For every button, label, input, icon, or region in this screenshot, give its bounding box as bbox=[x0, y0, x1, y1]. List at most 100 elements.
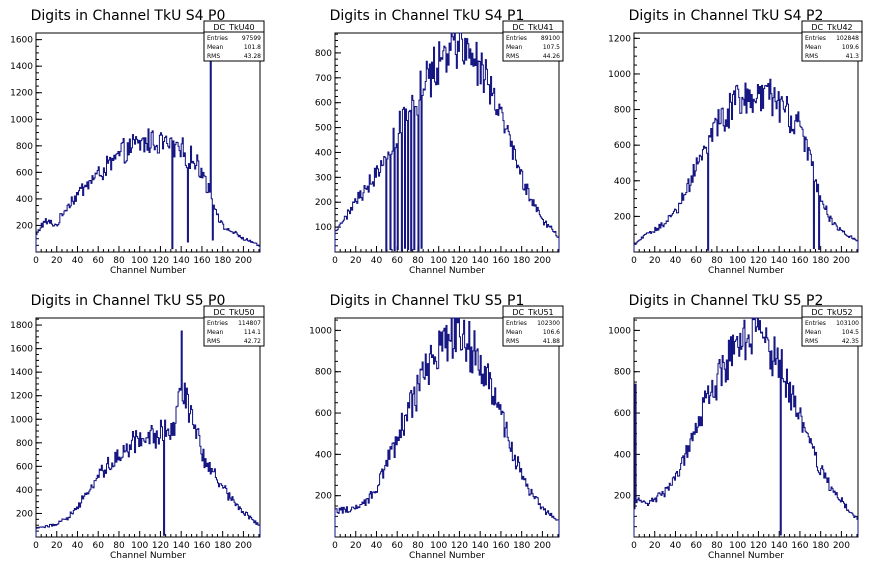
plot-frame bbox=[334, 317, 560, 538]
y-tick-label: 200 bbox=[315, 198, 332, 208]
y-tick-label: 600 bbox=[315, 99, 332, 109]
x-tick-label: 40 bbox=[371, 541, 383, 551]
chart-panel-1: Digits in Channel TkU S4 P1 0 20 40 60 80 100 1… bbox=[315, 8, 564, 276]
x-axis-label: Channel Number bbox=[409, 266, 485, 276]
y-tick-label: 200 bbox=[16, 221, 33, 231]
x-tick-label: 0 bbox=[33, 256, 39, 266]
plot-frame bbox=[35, 317, 261, 538]
x-tick-label: 20 bbox=[51, 541, 63, 551]
stats-label: Entries bbox=[207, 35, 228, 42]
x-tick-label: 40 bbox=[371, 256, 383, 266]
x-tick-label: 140 bbox=[173, 541, 190, 551]
stats-value: 104.5 bbox=[842, 329, 859, 336]
stats-value: 103100 bbox=[836, 320, 859, 327]
chart-title: Digits in Channel TkU S4 P2 bbox=[629, 8, 824, 24]
stats-label: Entries bbox=[506, 320, 527, 327]
y-tick-label: 1000 bbox=[608, 326, 631, 336]
x-tick-label: 40 bbox=[72, 256, 84, 266]
y-tick-label: 1600 bbox=[10, 36, 33, 46]
x-tick-label: 20 bbox=[51, 256, 63, 266]
x-tick-label: 40 bbox=[72, 541, 84, 551]
x-axis-label: Channel Number bbox=[708, 551, 784, 561]
x-tick-label: 200 bbox=[534, 541, 551, 551]
stats-value: 97599 bbox=[242, 35, 261, 42]
stats-name: DC_TkU42 bbox=[811, 23, 852, 32]
x-tick-label: 100 bbox=[729, 256, 746, 266]
stats-value: 106.6 bbox=[543, 329, 560, 336]
x-tick-label: 20 bbox=[350, 541, 362, 551]
x-tick-label: 140 bbox=[173, 256, 190, 266]
x-tick-label: 80 bbox=[113, 256, 125, 266]
x-tick-label: 40 bbox=[670, 541, 682, 551]
x-tick-label: 140 bbox=[472, 541, 489, 551]
x-tick-label: 200 bbox=[833, 256, 850, 266]
x-tick-label: 120 bbox=[451, 541, 468, 551]
stats-label: Mean bbox=[506, 329, 523, 336]
chart-title: Digits in Channel TkU S4 P0 bbox=[31, 8, 226, 24]
stats-value: 44.26 bbox=[543, 53, 560, 60]
stats-label: RMS bbox=[805, 338, 818, 345]
x-tick-label: 0 bbox=[631, 256, 637, 266]
y-tick-label: 400 bbox=[614, 177, 631, 187]
plot-frame bbox=[633, 317, 859, 538]
chart-title: Digits in Channel TkU S4 P1 bbox=[330, 8, 525, 24]
y-tick-label: 1800 bbox=[10, 321, 33, 331]
y-tick-label: 1200 bbox=[10, 89, 33, 99]
y-tick-label: 600 bbox=[614, 141, 631, 151]
y-tick-label: 400 bbox=[16, 486, 33, 496]
x-tick-label: 140 bbox=[771, 256, 788, 266]
y-tick-label: 700 bbox=[315, 74, 332, 84]
stats-value: 42.35 bbox=[842, 338, 859, 345]
stats-label: RMS bbox=[207, 53, 220, 60]
y-tick-label: 300 bbox=[315, 173, 332, 183]
stats-value: 101.8 bbox=[244, 44, 261, 51]
y-tick-label: 400 bbox=[315, 148, 332, 158]
y-tick-label: 1200 bbox=[608, 34, 631, 44]
histogram-line bbox=[35, 45, 261, 252]
x-tick-label: 160 bbox=[492, 256, 509, 266]
y-tick-label: 400 bbox=[16, 195, 33, 205]
stats-box bbox=[203, 20, 265, 62]
x-tick-label: 140 bbox=[472, 256, 489, 266]
x-tick-label: 100 bbox=[430, 541, 447, 551]
stats-label: Entries bbox=[207, 320, 228, 327]
x-tick-label: 160 bbox=[791, 256, 808, 266]
histogram-line bbox=[35, 330, 261, 537]
x-axis-label: Channel Number bbox=[110, 551, 186, 561]
x-axis-label: Channel Number bbox=[409, 551, 485, 561]
y-tick-label: 800 bbox=[16, 439, 33, 449]
chart-panel-5: Digits in Channel TkU S5 P2 0 20 40 60 80 100 1… bbox=[608, 293, 863, 561]
x-tick-label: 100 bbox=[729, 541, 746, 551]
y-tick-label: 1400 bbox=[10, 62, 33, 72]
x-tick-label: 180 bbox=[513, 256, 530, 266]
stats-label: Mean bbox=[805, 44, 822, 51]
y-tick-label: 600 bbox=[16, 462, 33, 472]
y-tick-label: 200 bbox=[614, 212, 631, 222]
x-tick-label: 140 bbox=[771, 541, 788, 551]
x-tick-label: 80 bbox=[113, 541, 125, 551]
chart-title: Digits in Channel TkU S5 P2 bbox=[629, 293, 824, 309]
y-tick-label: 1000 bbox=[608, 70, 631, 80]
chart-panel-4: Digits in Channel TkU S5 P1 0 20 40 60 80 100 1… bbox=[309, 293, 564, 561]
x-tick-label: 200 bbox=[235, 256, 252, 266]
stats-value: 89100 bbox=[541, 35, 560, 42]
y-tick-label: 1400 bbox=[10, 368, 33, 378]
x-tick-label: 120 bbox=[750, 256, 767, 266]
y-tick-label: 1600 bbox=[10, 345, 33, 355]
stats-label: RMS bbox=[207, 338, 220, 345]
chart-panel-3: Digits in Channel TkU S5 P0 0 20 40 60 80 100 1… bbox=[10, 293, 265, 561]
x-axis-label: Channel Number bbox=[708, 266, 784, 276]
x-tick-label: 0 bbox=[33, 541, 39, 551]
x-tick-label: 60 bbox=[92, 541, 104, 551]
stats-value: 114.1 bbox=[244, 329, 261, 336]
stats-value: 109.6 bbox=[842, 44, 859, 51]
histogram-line bbox=[334, 32, 560, 252]
stats-box bbox=[801, 20, 863, 62]
x-tick-label: 80 bbox=[412, 256, 424, 266]
y-tick-label: 800 bbox=[315, 368, 332, 378]
x-tick-label: 180 bbox=[812, 256, 829, 266]
y-tick-label: 600 bbox=[16, 168, 33, 178]
stats-name: DC_TkU52 bbox=[811, 308, 852, 317]
stats-value: 102300 bbox=[537, 320, 560, 327]
